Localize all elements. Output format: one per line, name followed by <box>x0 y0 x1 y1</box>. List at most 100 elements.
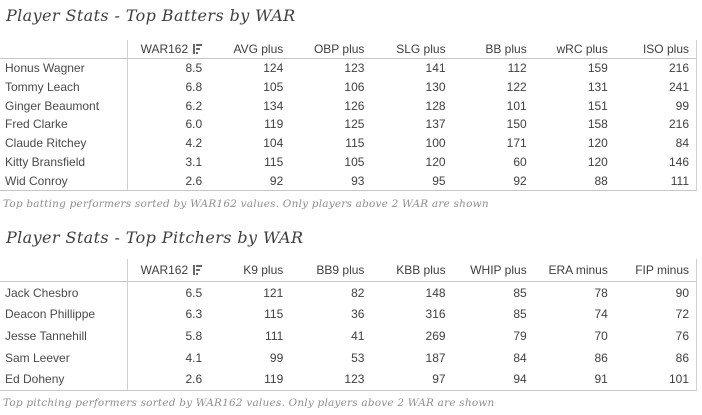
table-row: Jack Chesbro 6.5 121 82 148 85 78 90 <box>0 282 696 304</box>
stat-value-cell: 93 <box>351 173 365 188</box>
header-row: WAR162 AVG plus OBP plus SLG plus BB plus wRC… <box>0 40 696 59</box>
stat-value-cell: 86 <box>675 350 689 365</box>
stat-value-cell: 137 <box>425 117 446 132</box>
column-header[interactable]: BB plus <box>453 40 534 58</box>
player-name-cell: Tommy Leach <box>0 77 128 97</box>
stat-value-cell: 36 <box>351 307 365 322</box>
column-header-label: BB plus <box>485 42 527 56</box>
column-header[interactable]: OBP plus <box>290 40 371 58</box>
stat-value-cell: 85 <box>513 285 527 300</box>
stat-value-cell: 84 <box>675 136 689 151</box>
stat-value-cell: 120 <box>587 136 608 151</box>
column-header-label: ISO plus <box>642 42 689 56</box>
row-label-column-header[interactable] <box>0 259 128 281</box>
stat-value-cell: 100 <box>425 136 446 151</box>
row-label-column-header[interactable] <box>0 40 128 58</box>
stat-value-cell: 115 <box>264 154 284 169</box>
player-name-cell: Jack Chesbro <box>0 282 128 304</box>
player-name-cell: Deacon Phillippe <box>0 303 128 326</box>
stat-value-cell: 99 <box>269 350 284 365</box>
stat-value-cell: 6.2 <box>185 98 203 113</box>
column-header[interactable]: KBB plus <box>371 259 452 281</box>
stat-value-cell: 41 <box>351 328 365 343</box>
stat-value-cell: 88 <box>594 173 608 188</box>
column-header-label: BB9 plus <box>316 263 365 277</box>
stat-value-cell: 134 <box>263 98 284 113</box>
stat-value-cell: 79 <box>513 328 527 343</box>
column-header[interactable]: wRC plus <box>534 40 615 58</box>
stat-value-cell: 6.5 <box>185 285 203 300</box>
batters-visual: Player Stats - Top Batters by WAR WAR162… <box>0 6 697 210</box>
stat-value-cell: 6.8 <box>185 80 203 95</box>
stat-value-cell: 130 <box>425 80 446 95</box>
stat-value-cell: 123 <box>344 372 365 387</box>
stat-value-cell: 126 <box>344 98 365 113</box>
column-header[interactable]: ERA minus <box>534 259 615 281</box>
table-row: Tommy Leach 6.8 105 106 130 122 131 241 <box>0 77 696 97</box>
stat-value-cell: 86 <box>594 350 608 365</box>
table-row: Sam Leever 4.1 99 53 187 84 86 86 <box>0 346 696 369</box>
sort-descending-icon[interactable] <box>193 264 203 276</box>
column-header-label: ERA minus <box>548 263 608 277</box>
stat-value-cell: 91 <box>594 372 608 387</box>
stat-value-cell: 141 <box>425 61 446 76</box>
stat-value-cell: 70 <box>594 328 608 343</box>
column-header[interactable]: K9 plus <box>209 259 290 281</box>
stat-value-cell: 159 <box>587 61 608 76</box>
player-name-cell: Jesse Tannehill <box>0 325 128 347</box>
stat-value-cell: 101 <box>668 372 689 387</box>
header-row: WAR162 K9 plus BB9 plus KBB plus WHIP plus ER… <box>0 259 696 282</box>
pitchers-title: Player Stats - Top Pitchers by WAR <box>6 228 304 247</box>
stat-value-cell: 216 <box>668 117 689 132</box>
stat-value-cell: 112 <box>507 61 527 76</box>
stat-value-cell: 82 <box>351 285 365 300</box>
stat-value-cell: 128 <box>425 98 446 113</box>
stat-value-cell: 131 <box>587 80 608 95</box>
stat-value-cell: 187 <box>425 350 446 365</box>
stat-value-cell: 115 <box>345 136 365 151</box>
stat-value-cell: 115 <box>264 307 284 322</box>
player-name-cell: Fred Clarke <box>0 115 128 134</box>
column-header[interactable]: WAR162 <box>128 259 209 281</box>
stat-value-cell: 104 <box>263 136 284 151</box>
stat-value-cell: 106 <box>344 80 365 95</box>
table-row: Wid Conroy 2.6 92 93 95 92 88 111 <box>0 171 696 190</box>
column-header[interactable]: FIP minus <box>615 259 696 281</box>
batters-title: Player Stats - Top Batters by WAR <box>6 6 296 25</box>
column-header[interactable]: SLG plus <box>371 40 452 58</box>
stat-value-cell: 92 <box>269 173 284 188</box>
column-header-label: OBP plus <box>313 42 365 56</box>
stat-value-cell: 123 <box>344 61 365 76</box>
stat-value-cell: 2.6 <box>185 372 203 387</box>
stat-value-cell: 120 <box>425 154 446 169</box>
column-header-label: AVG plus <box>233 42 284 56</box>
player-name-cell: Ginger Beaumont <box>0 96 128 116</box>
table-row: Claude Ritchey 4.2 104 115 100 171 120 84 <box>0 133 696 153</box>
column-header-label: K9 plus <box>243 263 284 277</box>
stat-value-cell: 119 <box>264 372 284 387</box>
table-row: Honus Wagner 8.5 124 123 141 112 159 216 <box>0 59 696 78</box>
batters-caption: Top batting performers sorted by WAR162 … <box>3 198 489 210</box>
stat-value-cell: 122 <box>506 80 527 95</box>
stat-value-cell: 216 <box>668 61 689 76</box>
pitchers-table: WAR162 K9 plus BB9 plus KBB plus WHIP plus ER… <box>0 259 697 391</box>
stat-value-cell: 171 <box>506 136 527 151</box>
stat-value-cell: 4.2 <box>185 136 203 151</box>
stat-value-cell: 85 <box>513 307 527 322</box>
stat-value-cell: 269 <box>425 328 446 343</box>
stat-value-cell: 97 <box>432 372 446 387</box>
stat-value-cell: 6.0 <box>185 117 203 132</box>
stat-value-cell: 84 <box>513 350 527 365</box>
table-row: Deacon Phillippe 6.3 115 36 316 85 74 72 <box>0 303 696 326</box>
column-header-label: WAR162 <box>140 42 189 56</box>
column-header[interactable]: AVG plus <box>209 40 290 58</box>
column-header[interactable]: WAR162 <box>128 40 209 58</box>
table-row: Jesse Tannehill 5.8 111 41 269 79 70 76 <box>0 325 696 347</box>
column-header[interactable]: BB9 plus <box>290 259 371 281</box>
column-header[interactable]: ISO plus <box>615 40 696 58</box>
sort-descending-icon[interactable] <box>193 43 203 55</box>
column-header[interactable]: WHIP plus <box>453 259 534 281</box>
stat-value-cell: 95 <box>432 173 446 188</box>
stat-value-cell: 76 <box>675 328 689 343</box>
player-name-cell: Wid Conroy <box>0 171 128 190</box>
